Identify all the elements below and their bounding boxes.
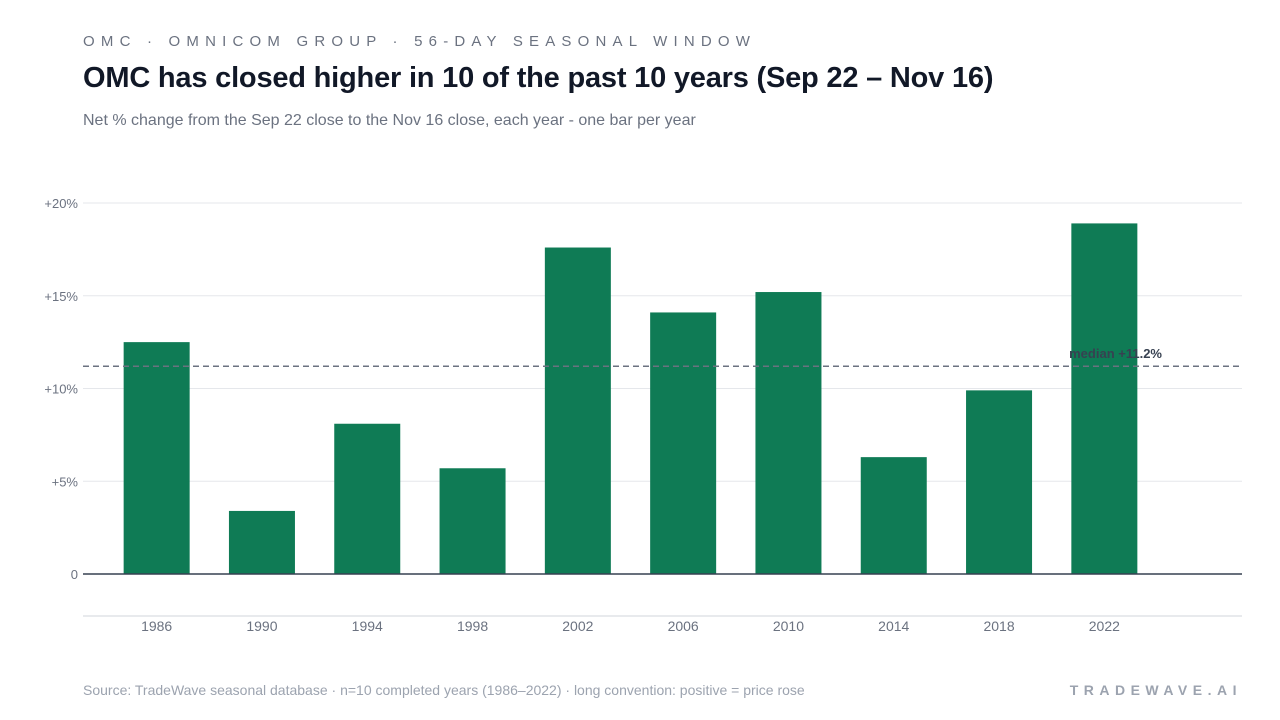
x-tick-label: 2010 <box>773 618 804 634</box>
source-note: Source: TradeWave seasonal database · n=… <box>83 682 805 698</box>
bar-2006 <box>650 312 717 574</box>
x-tick-label: 2014 <box>878 618 909 634</box>
bar-1986 <box>123 342 190 574</box>
bar-1990 <box>228 510 295 574</box>
bar-1994 <box>334 423 401 574</box>
bar-2022 <box>1071 223 1138 574</box>
x-tick-label: 2022 <box>1089 618 1120 634</box>
chart-title: OMC has closed higher in 10 of the past … <box>83 62 994 94</box>
y-tick-label: 0 <box>71 567 78 582</box>
x-tick-label: 1990 <box>246 618 277 634</box>
bar-2002 <box>544 247 611 574</box>
median-label: median +11.2% <box>1069 346 1162 361</box>
y-tick-label: +5% <box>52 474 79 489</box>
x-tick-label: 1998 <box>457 618 488 634</box>
brand-logo-text: TRADEWAVE.AI <box>1069 682 1242 698</box>
bar-1998 <box>439 468 506 574</box>
x-tick-label: 2006 <box>668 618 699 634</box>
x-tick-label: 1994 <box>352 618 383 634</box>
bar-2014 <box>860 457 927 574</box>
y-tick-label: +10% <box>44 382 78 397</box>
y-tick-label: +20% <box>44 196 78 211</box>
x-tick-label: 1986 <box>141 618 172 634</box>
bar-2018 <box>966 390 1033 574</box>
bar-2010 <box>755 292 822 574</box>
chart-eyebrow: OMC · OMNICOM GROUP · 56-DAY SEASONAL WI… <box>83 33 757 50</box>
x-tick-label: 2002 <box>562 618 593 634</box>
x-tick-label: 2018 <box>983 618 1014 634</box>
y-tick-label: +15% <box>44 289 78 304</box>
chart-subtitle: Net % change from the Sep 22 close to th… <box>83 112 696 129</box>
